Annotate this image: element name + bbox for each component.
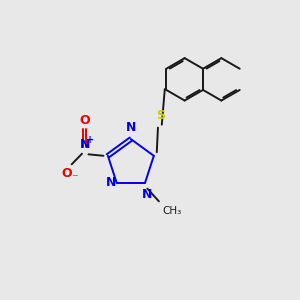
Text: N: N (126, 121, 136, 134)
Text: N: N (80, 138, 90, 151)
Text: O: O (80, 114, 90, 127)
Text: O: O (61, 167, 72, 180)
Text: ⁻: ⁻ (71, 172, 77, 185)
Text: N: N (142, 188, 153, 201)
Text: CH₃: CH₃ (163, 206, 182, 216)
Text: +: + (86, 136, 94, 146)
Text: S: S (156, 109, 165, 122)
Text: N: N (106, 176, 116, 189)
